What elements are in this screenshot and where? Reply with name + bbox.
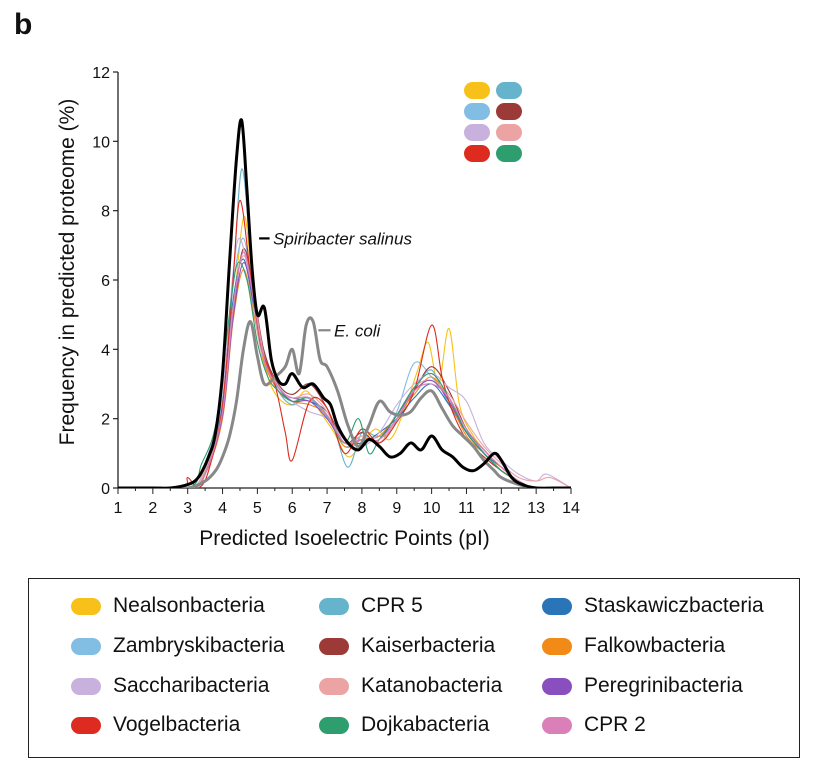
legend-label: CPR 2 [584,713,646,736]
series-line-dojkabacteria [118,261,571,488]
series-line-cpr-2 [118,251,571,488]
y-tick-label: 8 [101,204,110,221]
legend-swatch [542,597,572,615]
legend-item-katanobacteria: Katanobacteria [319,673,502,699]
x-tick-label: 14 [562,500,580,517]
legend-label: Zambryskibacteria [113,634,285,657]
legend-item-vogelbacteria: Vogelbacteria [71,712,240,738]
legend-item-peregrinibacteria: Peregrinibacteria [542,673,743,699]
legend-label: Dojkabacteria [361,713,490,736]
series-line-staskawiczbacteria [118,258,571,488]
series-line-falkowbacteria [118,269,571,488]
legend-label: Peregrinibacteria [584,674,743,697]
inset-swatch [464,145,490,162]
legend-item-saccharibacteria: Saccharibacteria [71,673,269,699]
x-tick-label: 5 [253,500,262,517]
legend-label: Staskawiczbacteria [584,594,764,617]
legend-item-nealsonbacteria: Nealsonbacteria [71,593,265,619]
legend-item-zambryskibacteria: Zambryskibacteria [71,633,285,659]
inset-swatch [496,145,522,162]
legend-item-kaiserbacteria: Kaiserbacteria [319,633,495,659]
y-tick-label: 0 [101,481,110,498]
x-tick-label: 4 [218,500,227,517]
legend-swatch [319,637,349,655]
series-line-e-coli [118,316,571,488]
inset-swatch [496,103,522,120]
inset-swatch [464,124,490,141]
legend-label: Nealsonbacteria [113,594,265,617]
legend-swatch [319,597,349,615]
x-tick-label: 11 [458,500,475,517]
y-tick-label: 4 [101,342,110,359]
legend-label: Saccharibacteria [113,674,270,697]
legend-swatch [542,677,572,695]
x-tick-label: 8 [357,500,366,517]
inset-swatch [496,82,522,99]
legend-swatch [71,637,101,655]
legend-item-cpr-2: CPR 2 [542,712,646,738]
x-tick-label: 9 [392,500,401,517]
legend: Nealsonbacteria CPR 5 Staskawiczbacteria Za… [28,578,800,758]
inset-swatch [496,124,522,141]
annotation-spiribacter: Spiribacter salinus [273,229,412,248]
x-axis-label: Predicted Isoelectric Points (pI) [199,527,490,550]
legend-item-dojkabacteria: Dojkabacteria [319,712,489,738]
x-tick-label: 10 [423,500,441,517]
legend-label: Vogelbacteria [113,713,241,736]
legend-label: Falkowbacteria [584,634,726,657]
series-line-peregrinibacteria [118,262,571,488]
series-line-zambryskibacteria [118,237,571,488]
series-group [118,118,571,488]
legend-swatch [71,716,101,734]
x-tick-label: 3 [183,500,192,517]
series-line-katanobacteria [118,255,571,488]
panel-label: b [14,8,33,41]
y-tick-label: 6 [101,273,110,290]
x-tick-label: 12 [492,500,510,517]
legend-label: CPR 5 [361,594,423,617]
legend-swatch [542,716,572,734]
inset-swatch [464,82,490,99]
legend-swatch [71,597,101,615]
legend-item-falkowbacteria: Falkowbacteria [542,633,725,659]
x-tick-label: 7 [323,500,332,517]
y-tick-label: 10 [92,134,110,151]
legend-label: Kaiserbacteria [361,634,496,657]
series-line-spiribacter-salinus [118,118,571,488]
x-tick-label: 1 [114,500,123,517]
legend-item-cpr-5: CPR 5 [319,593,423,619]
legend-swatch [542,637,572,655]
legend-swatch [319,716,349,734]
y-tick-label: 12 [92,65,110,82]
x-tick-label: 2 [148,500,157,517]
legend-item-staskawiczbacteria: Staskawiczbacteria [542,593,764,619]
y-axis-label: Frequency in predicted proteome (%) [56,99,79,446]
x-tick-label: 13 [527,500,545,517]
x-tick-label: 6 [288,500,297,517]
legend-swatch [319,677,349,695]
annotation-ecoli: E. coli [334,321,382,340]
inset-swatch [464,103,490,120]
legend-label: Katanobacteria [361,674,503,697]
legend-swatch [71,677,101,695]
y-tick-label: 2 [101,412,110,429]
series-line-nealsonbacteria [118,215,571,488]
